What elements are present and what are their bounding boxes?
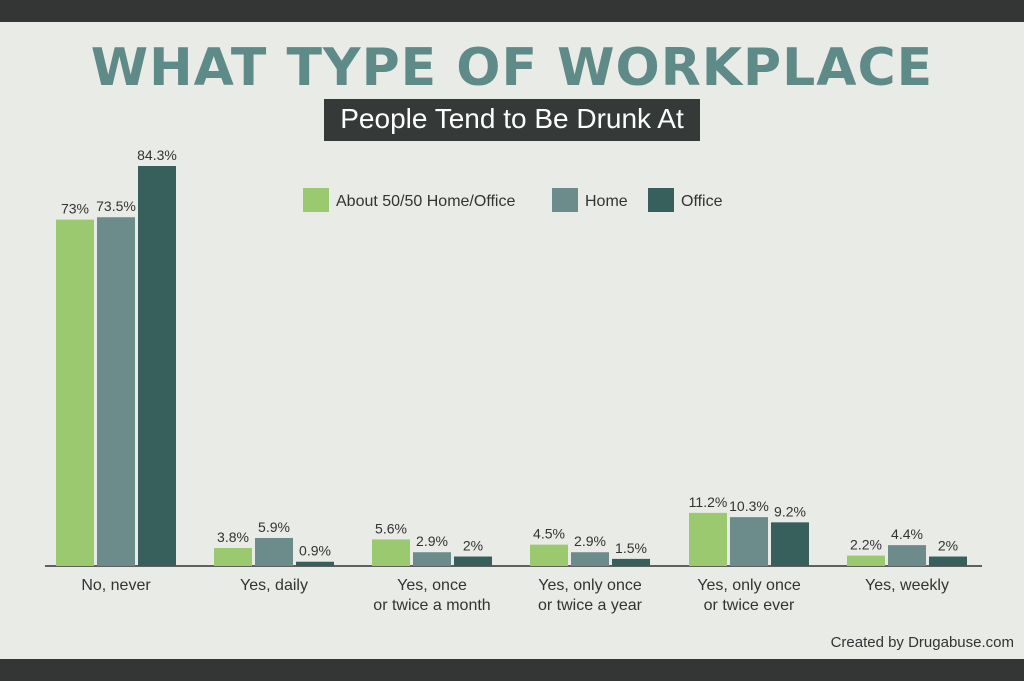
legend-swatch [648,188,674,212]
bar [847,555,885,566]
data-label: 11.2% [689,494,728,510]
bar [571,552,609,566]
category-label-line: or twice ever [704,597,795,614]
data-label: 73.5% [96,198,136,214]
data-label: 5.6% [375,520,407,536]
category-label-line: Yes, only once [697,577,801,594]
bar [612,558,650,566]
category-label: Yes, weekly [865,577,949,594]
bar [730,517,768,566]
bar [413,552,451,566]
data-label: 2.9% [416,533,448,549]
category-label: Yes, daily [240,577,308,594]
data-label: 1.5% [615,540,647,556]
data-label: 5.9% [258,519,290,535]
bar [56,219,94,566]
data-label: 84.3% [137,147,177,163]
category-label: Yes, only once or twice a year [538,577,643,614]
bar [888,545,926,566]
bottom-border [0,659,1024,681]
category-label-line: or twice a month [373,597,490,614]
chart-title: WHAT TYPE OF WORKPLACE [90,38,934,98]
data-label: 2% [938,538,958,554]
data-label: 0.9% [299,543,331,559]
bar [214,547,252,566]
chart-subtitle: People Tend to Be Drunk At [324,99,700,141]
data-label: 4.4% [891,526,923,542]
bar [296,561,334,566]
bar [97,217,135,566]
data-label: 2% [463,538,483,554]
data-label: 2.9% [574,533,606,549]
bar [138,166,176,566]
legend-swatch [552,188,578,212]
data-label: 73% [61,201,89,217]
legend-label: Home [585,193,628,210]
legend-label: Office [681,193,723,210]
category-label-line: Yes, only once [538,577,642,594]
data-label: 3.8% [217,529,249,545]
category-label: Yes, only once or twice ever [697,577,801,614]
category-label-line: Yes, once [397,577,467,594]
data-label: 2.2% [850,537,882,553]
subtitle-wrap: People Tend to Be Drunk At [0,99,1024,141]
bar [530,544,568,566]
category-label-line: Yes, weekly [865,577,949,594]
data-label: 9.2% [774,503,806,519]
bar [372,539,410,566]
top-border [0,0,1024,22]
category-label: No, never [81,577,151,594]
bar [255,538,293,566]
data-label: 10.3% [729,498,769,514]
category-label-line: or twice a year [538,597,643,614]
data-label: 4.5% [533,526,565,542]
category-label-line: No, never [81,577,151,594]
category-label-line: Yes, daily [240,577,308,594]
bar [929,556,967,566]
legend-swatch [303,188,329,212]
category-label: Yes, once or twice a month [373,577,490,614]
bar [454,556,492,566]
credit-text: Created by Drugabuse.com [830,634,1014,651]
legend-label: About 50/50 Home/Office [336,193,515,210]
bar [689,512,727,566]
bar [771,522,809,566]
